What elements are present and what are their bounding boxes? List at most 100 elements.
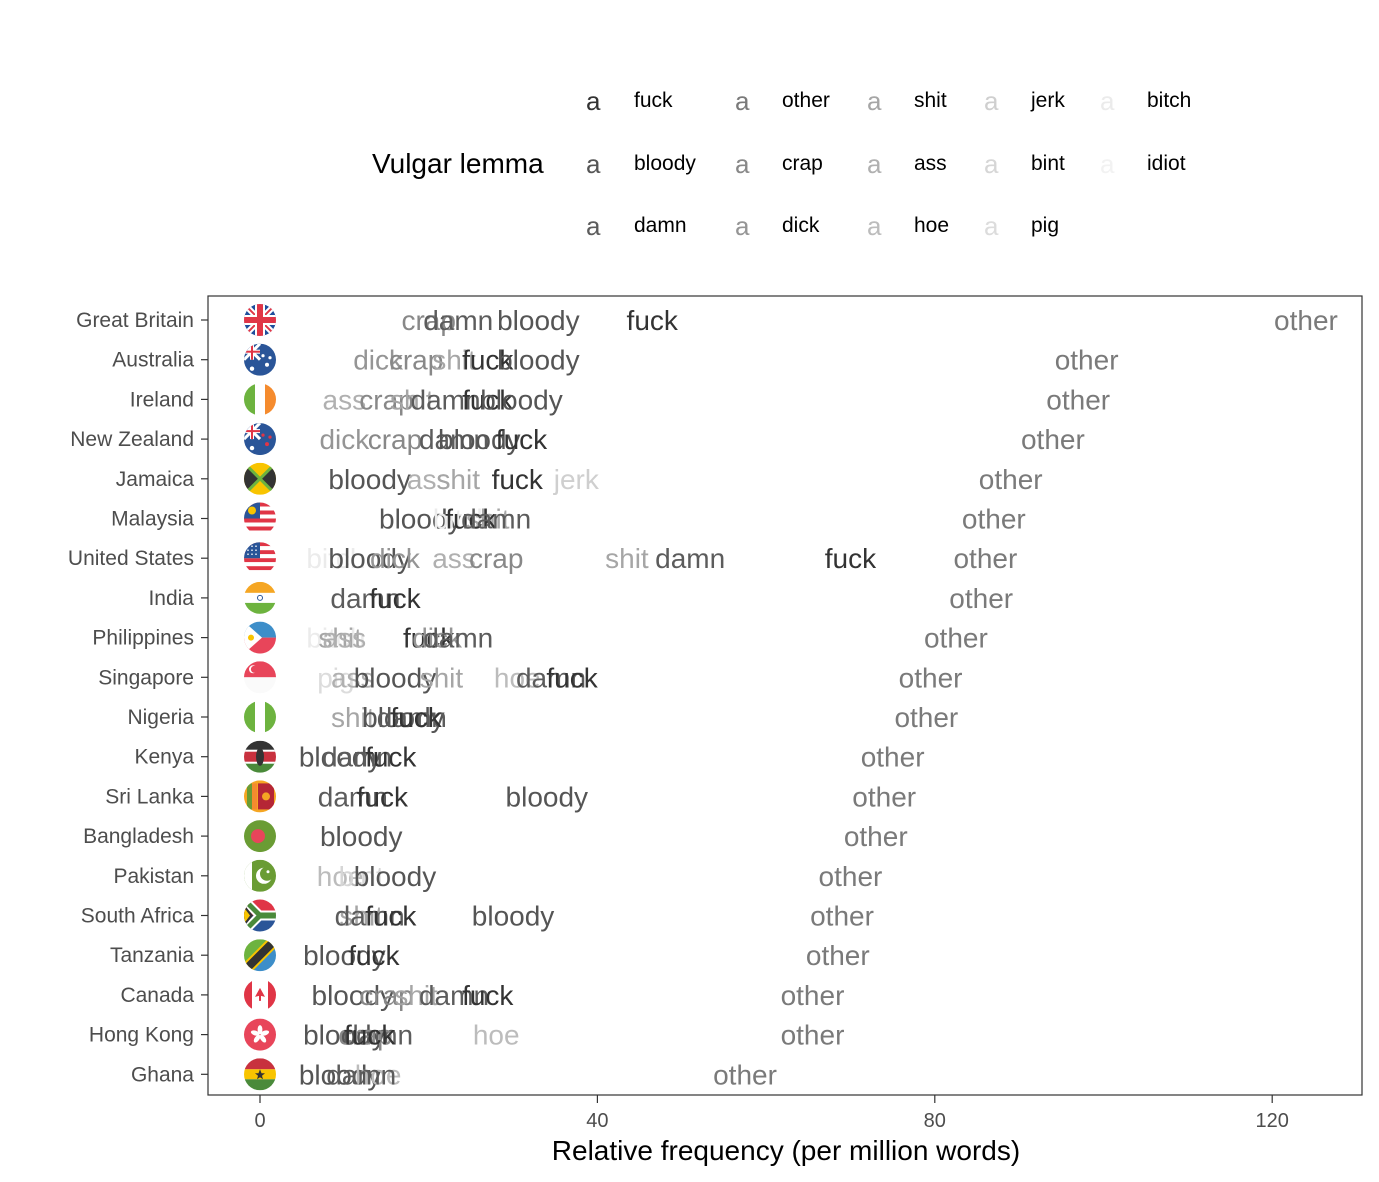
y-axis: Great Britain Australia Ireland New Zealand…	[68, 309, 208, 1086]
legend-label-bitch: bitch	[1147, 89, 1192, 112]
data-label-bloody: bloody	[379, 504, 462, 535]
y-tick-label: South Africa	[81, 905, 195, 928]
data-label-bloody: bloody	[472, 901, 555, 932]
data-label-hoe: hoe	[494, 662, 541, 693]
data-label-bloody: bloody	[303, 940, 386, 971]
flag-tz-icon	[244, 939, 276, 972]
data-label-damn: damn	[419, 424, 489, 455]
data-label-crap: crap	[368, 424, 422, 455]
legend-label-shit: shit	[914, 89, 947, 112]
legend-key-bint: a	[984, 149, 999, 179]
data-label-fuck: fuck	[365, 901, 417, 932]
data-label-bloody: bloody	[328, 543, 411, 574]
legend-label-idiot: idiot	[1147, 152, 1186, 175]
data-label-bloody: bloody	[354, 861, 437, 892]
data-label-bloody: bloody	[320, 821, 403, 852]
data-label-bloody: bloody	[299, 742, 382, 773]
data-label-pig: pig	[317, 662, 354, 693]
data-label-damn: damn	[423, 623, 493, 654]
y-tick-label: Pakistan	[113, 865, 194, 888]
data-label-ass: ass	[331, 662, 375, 693]
legend-key-bitch: a	[1100, 86, 1115, 116]
data-label-ass: ass	[432, 543, 476, 574]
data-label-crap: crap	[401, 305, 455, 336]
data-label-fuck: fuck	[365, 742, 417, 773]
data-label-crap: crap	[338, 1020, 392, 1051]
data-label-jerk: jerk	[553, 464, 600, 495]
legend-label-ass: ass	[914, 152, 947, 175]
y-tick-label: Great Britain	[76, 309, 194, 332]
x-tick-label: 40	[586, 1110, 608, 1132]
data-label-damn: damn	[655, 543, 725, 574]
y-tick-label: United States	[68, 547, 194, 570]
y-tick-label: Nigeria	[127, 706, 194, 729]
data-label-shit: shit	[339, 901, 383, 932]
data-label-shit: shit	[331, 702, 375, 733]
panel-border	[207, 295, 1363, 1096]
data-label-other: other	[979, 464, 1043, 495]
flag-au-icon	[244, 343, 276, 376]
flag-bd-icon	[244, 820, 276, 853]
legend-key-bloody: a	[586, 149, 601, 179]
data-label-other: other	[899, 662, 963, 693]
data-label-other: other	[781, 980, 845, 1011]
legend-title: Vulgar lemma	[372, 148, 544, 179]
data-label-shit: shit	[318, 623, 362, 654]
y-tick-label: Philippines	[92, 627, 194, 650]
data-label-bloody: bloody	[480, 384, 563, 415]
data-label-crap: crap	[469, 543, 523, 574]
plot-panel	[207, 295, 1363, 1096]
legend-label-hoe: hoe	[914, 214, 950, 237]
data-label-other: other	[894, 702, 958, 733]
y-tick-label: Hong Kong	[89, 1024, 194, 1047]
data-label-other: other	[861, 742, 925, 773]
data-label-shit: shit	[436, 464, 480, 495]
flag-pk-icon	[244, 859, 276, 892]
data-label-other: other	[949, 583, 1013, 614]
flag-gh-icon	[244, 1058, 276, 1091]
y-tick-label: Canada	[120, 984, 194, 1007]
legend-label-pig: pig	[1031, 214, 1060, 237]
data-label-bitch: bitch	[306, 543, 365, 574]
y-tick-label: Tanzania	[110, 944, 194, 967]
data-label-damn: damn	[318, 781, 388, 812]
data-label-damn: damn	[419, 980, 489, 1011]
flag-us-icon	[244, 542, 276, 575]
data-label-bloody: bloody	[438, 424, 521, 455]
legend-key-crap: a	[735, 149, 750, 179]
legend-key-jerk: a	[984, 86, 999, 116]
data-label-damn: damn	[335, 901, 405, 932]
flag-in-icon	[244, 581, 276, 614]
data-label-fuck: fuck	[496, 424, 548, 455]
x-axis: 0 40 80 120	[254, 1095, 1289, 1132]
data-label-damn: damn	[423, 305, 493, 336]
flag-jm-icon	[244, 462, 276, 495]
data-label-hoe: hoe	[473, 1020, 520, 1051]
data-label-fuck: fuck	[357, 781, 409, 812]
data-label-damn: damn	[461, 504, 531, 535]
data-label-bitch: bitch	[433, 504, 492, 535]
data-label-other: other	[713, 1059, 777, 1090]
flag-nz-icon	[244, 423, 276, 456]
y-tick-label: Australia	[112, 349, 194, 372]
data-label-damn: damn	[377, 702, 447, 733]
data-label-bloody: bloody	[506, 781, 589, 812]
data-label-other: other	[781, 1020, 845, 1051]
legend-key-shit: a	[867, 86, 882, 116]
data-label-shit: shit	[605, 543, 649, 574]
flag-my-icon	[244, 502, 276, 535]
flag-ng-icon	[244, 701, 276, 733]
legend-label-other: other	[782, 89, 830, 112]
data-label-other: other	[924, 623, 988, 654]
data-label-hoe: hoe	[317, 861, 364, 892]
data-label-damn: damn	[330, 583, 400, 614]
data-label-other: other	[844, 821, 908, 852]
y-tick-label: Jamaica	[116, 468, 195, 491]
y-tick-label: Bangladesh	[83, 825, 194, 848]
x-tick-label: 120	[1256, 1110, 1289, 1132]
data-label-other: other	[1274, 305, 1338, 336]
flag-lk-icon	[244, 780, 276, 813]
data-label-bloody: bloody	[299, 1059, 382, 1090]
flag-ke-icon	[244, 740, 276, 773]
legend-label-dick: dick	[782, 214, 820, 237]
